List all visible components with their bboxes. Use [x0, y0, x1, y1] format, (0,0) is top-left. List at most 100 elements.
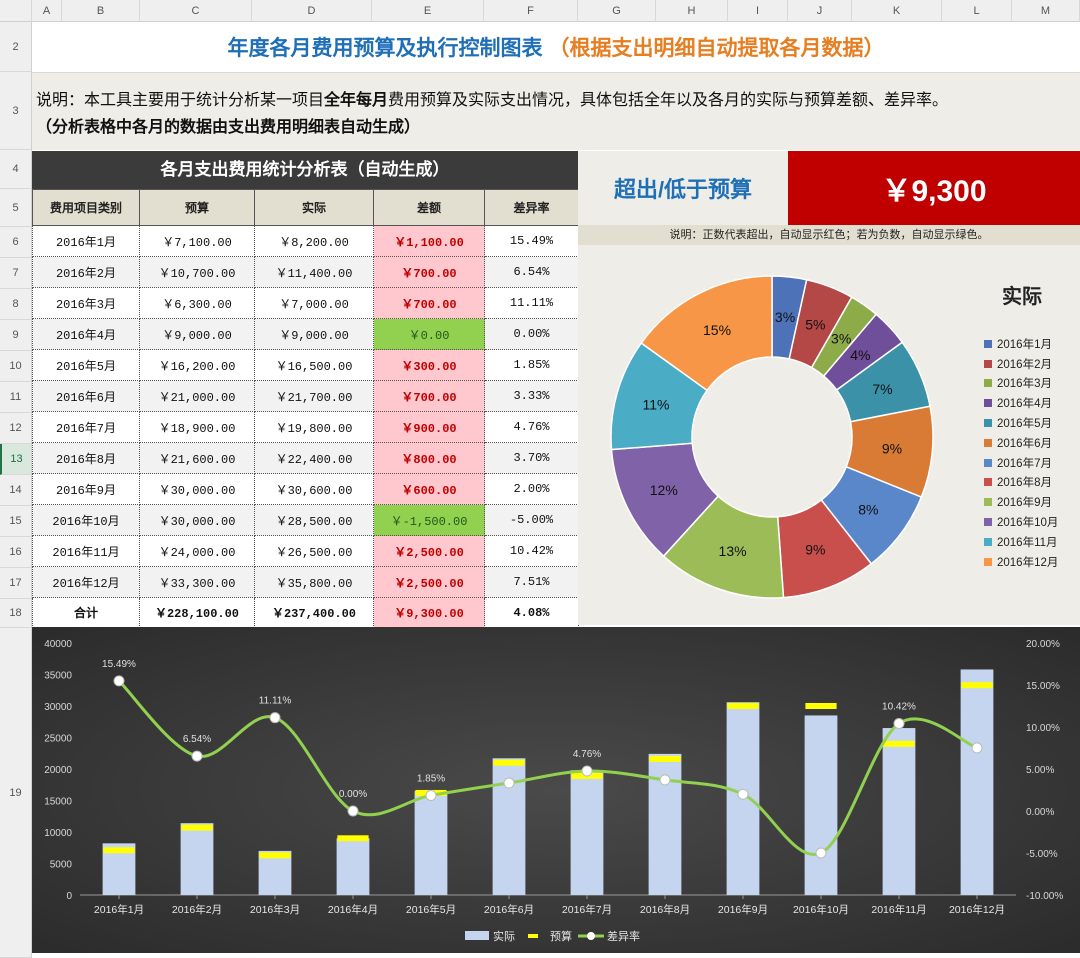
doughnut-legend-item[interactable]: 2016年10月 [984, 512, 1058, 532]
column-header-j[interactable]: J [788, 0, 852, 22]
row-header-7[interactable]: 7 [0, 258, 31, 289]
month-cell[interactable]: 2016年7月 [32, 411, 140, 443]
row-header-11[interactable]: 11 [0, 382, 31, 413]
column-header-a[interactable]: A [32, 0, 62, 22]
diff-cell[interactable]: ￥1,100.00 [373, 225, 485, 257]
budget-cell[interactable]: ￥21,000.00 [139, 380, 255, 412]
doughnut-slice-12[interactable] [640, 275, 773, 392]
row-header-14[interactable]: 14 [0, 475, 31, 506]
doughnut-legend-item[interactable]: 2016年3月 [984, 374, 1058, 394]
budget-cell[interactable]: ￥30,000.00 [139, 504, 255, 536]
rate-line[interactable] [117, 679, 978, 857]
total-rate-cell[interactable]: 4.08% [484, 597, 579, 628]
budget-marker[interactable] [805, 703, 837, 709]
actual-cell[interactable]: ￥19,800.00 [254, 411, 374, 443]
actual-cell[interactable]: ￥28,500.00 [254, 504, 374, 536]
header-actual[interactable]: 实际 [254, 189, 374, 226]
actual-cell[interactable]: ￥8,200.00 [254, 225, 374, 257]
actual-bar[interactable] [336, 838, 370, 895]
column-header-g[interactable]: G [578, 0, 656, 22]
rate-cell[interactable]: 11.11% [484, 287, 579, 319]
actual-cell[interactable]: ￥22,400.00 [254, 442, 374, 474]
row-header-8[interactable]: 8 [0, 289, 31, 320]
budget-cell[interactable]: ￥6,300.00 [139, 287, 255, 319]
budget-cell[interactable]: ￥9,000.00 [139, 318, 255, 350]
row-header-6[interactable]: 6 [0, 227, 31, 258]
budget-cell[interactable]: ￥30,000.00 [139, 473, 255, 505]
actual-cell[interactable]: ￥7,000.00 [254, 287, 374, 319]
month-cell[interactable]: 2016年2月 [32, 256, 140, 288]
header-budget[interactable]: 预算 [139, 189, 255, 226]
diff-cell[interactable]: ￥300.00 [373, 349, 485, 381]
budget-marker[interactable] [727, 703, 759, 709]
actual-cell[interactable]: ￥16,500.00 [254, 349, 374, 381]
diff-cell[interactable]: ￥700.00 [373, 256, 485, 288]
column-header-k[interactable]: K [852, 0, 942, 22]
doughnut-legend-item[interactable]: 2016年5月 [984, 413, 1058, 433]
rate-cell[interactable]: 6.54% [484, 256, 579, 288]
row-header-18[interactable]: 18 [0, 599, 31, 628]
total-actual-cell[interactable]: ￥237,400.00 [254, 597, 374, 628]
rate-cell[interactable]: 15.49% [484, 225, 579, 257]
rate-point[interactable] [269, 712, 281, 724]
rate-point[interactable] [503, 777, 515, 789]
diff-cell[interactable]: ￥800.00 [373, 442, 485, 474]
total-month-cell[interactable]: 合计 [32, 597, 140, 628]
rate-cell[interactable]: 0.00% [484, 318, 579, 350]
month-cell[interactable]: 2016年11月 [32, 535, 140, 567]
row-header-16[interactable]: 16 [0, 537, 31, 568]
rate-point[interactable] [971, 742, 983, 754]
column-header-l[interactable]: L [942, 0, 1012, 22]
budget-cell[interactable]: ￥10,700.00 [139, 256, 255, 288]
actual-bar[interactable] [882, 728, 916, 895]
column-header-m[interactable]: M [1012, 0, 1080, 22]
column-header-b[interactable]: B [62, 0, 140, 22]
diff-cell[interactable]: ￥600.00 [373, 473, 485, 505]
rate-cell[interactable]: 10.42% [484, 535, 579, 567]
row-header-3[interactable]: 3 [0, 72, 31, 150]
rate-cell[interactable]: 2.00% [484, 473, 579, 505]
header-diff[interactable]: 差额 [373, 189, 485, 226]
rate-cell[interactable]: 4.76% [484, 411, 579, 443]
doughnut-legend-item[interactable]: 2016年2月 [984, 354, 1058, 374]
column-header-d[interactable]: D [252, 0, 372, 22]
budget-marker[interactable] [181, 824, 213, 831]
row-header-9[interactable]: 9 [0, 320, 31, 351]
budget-cell[interactable]: ￥33,300.00 [139, 566, 255, 598]
header-rate[interactable]: 差异率 [484, 189, 579, 226]
month-cell[interactable]: 2016年3月 [32, 287, 140, 319]
rate-cell[interactable]: 3.33% [484, 380, 579, 412]
row-header-15[interactable]: 15 [0, 506, 31, 537]
column-header-f[interactable]: F [484, 0, 578, 22]
rate-point[interactable] [815, 847, 827, 859]
month-cell[interactable]: 2016年1月 [32, 225, 140, 257]
month-cell[interactable]: 2016年5月 [32, 349, 140, 381]
row-header-17[interactable]: 17 [0, 568, 31, 599]
row-header-19[interactable]: 19 [0, 628, 31, 958]
row-header-2[interactable]: 2 [0, 22, 31, 72]
month-cell[interactable]: 2016年12月 [32, 566, 140, 598]
column-header-h[interactable]: H [656, 0, 728, 22]
diff-cell[interactable]: ￥2,500.00 [373, 566, 485, 598]
rate-cell[interactable]: -5.00% [484, 504, 579, 536]
rate-cell[interactable]: 3.70% [484, 442, 579, 474]
header-category[interactable]: 费用项目类别 [32, 189, 140, 226]
actual-cell[interactable]: ￥26,500.00 [254, 535, 374, 567]
month-cell[interactable]: 2016年9月 [32, 473, 140, 505]
month-cell[interactable]: 2016年10月 [32, 504, 140, 536]
month-cell[interactable]: 2016年4月 [32, 318, 140, 350]
column-header-e[interactable]: E [372, 0, 484, 22]
select-all-corner[interactable] [0, 0, 32, 22]
budget-marker[interactable] [103, 847, 135, 854]
doughnut-legend-item[interactable]: 2016年12月 [984, 552, 1058, 572]
rate-cell[interactable]: 1.85% [484, 349, 579, 381]
budget-marker[interactable] [493, 759, 525, 766]
rate-point[interactable] [893, 717, 905, 729]
total-diff-cell[interactable]: ￥9,300.00 [373, 597, 485, 628]
column-header-c[interactable]: C [140, 0, 252, 22]
diff-cell[interactable]: ￥700.00 [373, 287, 485, 319]
rate-point[interactable] [737, 788, 749, 800]
doughnut-legend-item[interactable]: 2016年8月 [984, 473, 1058, 493]
doughnut-chart-panel[interactable]: 3% 5% 3% 4% 7% 9% 8% 9% 13% 12% 11% 15% [578, 245, 1080, 625]
rate-point[interactable] [113, 675, 125, 687]
